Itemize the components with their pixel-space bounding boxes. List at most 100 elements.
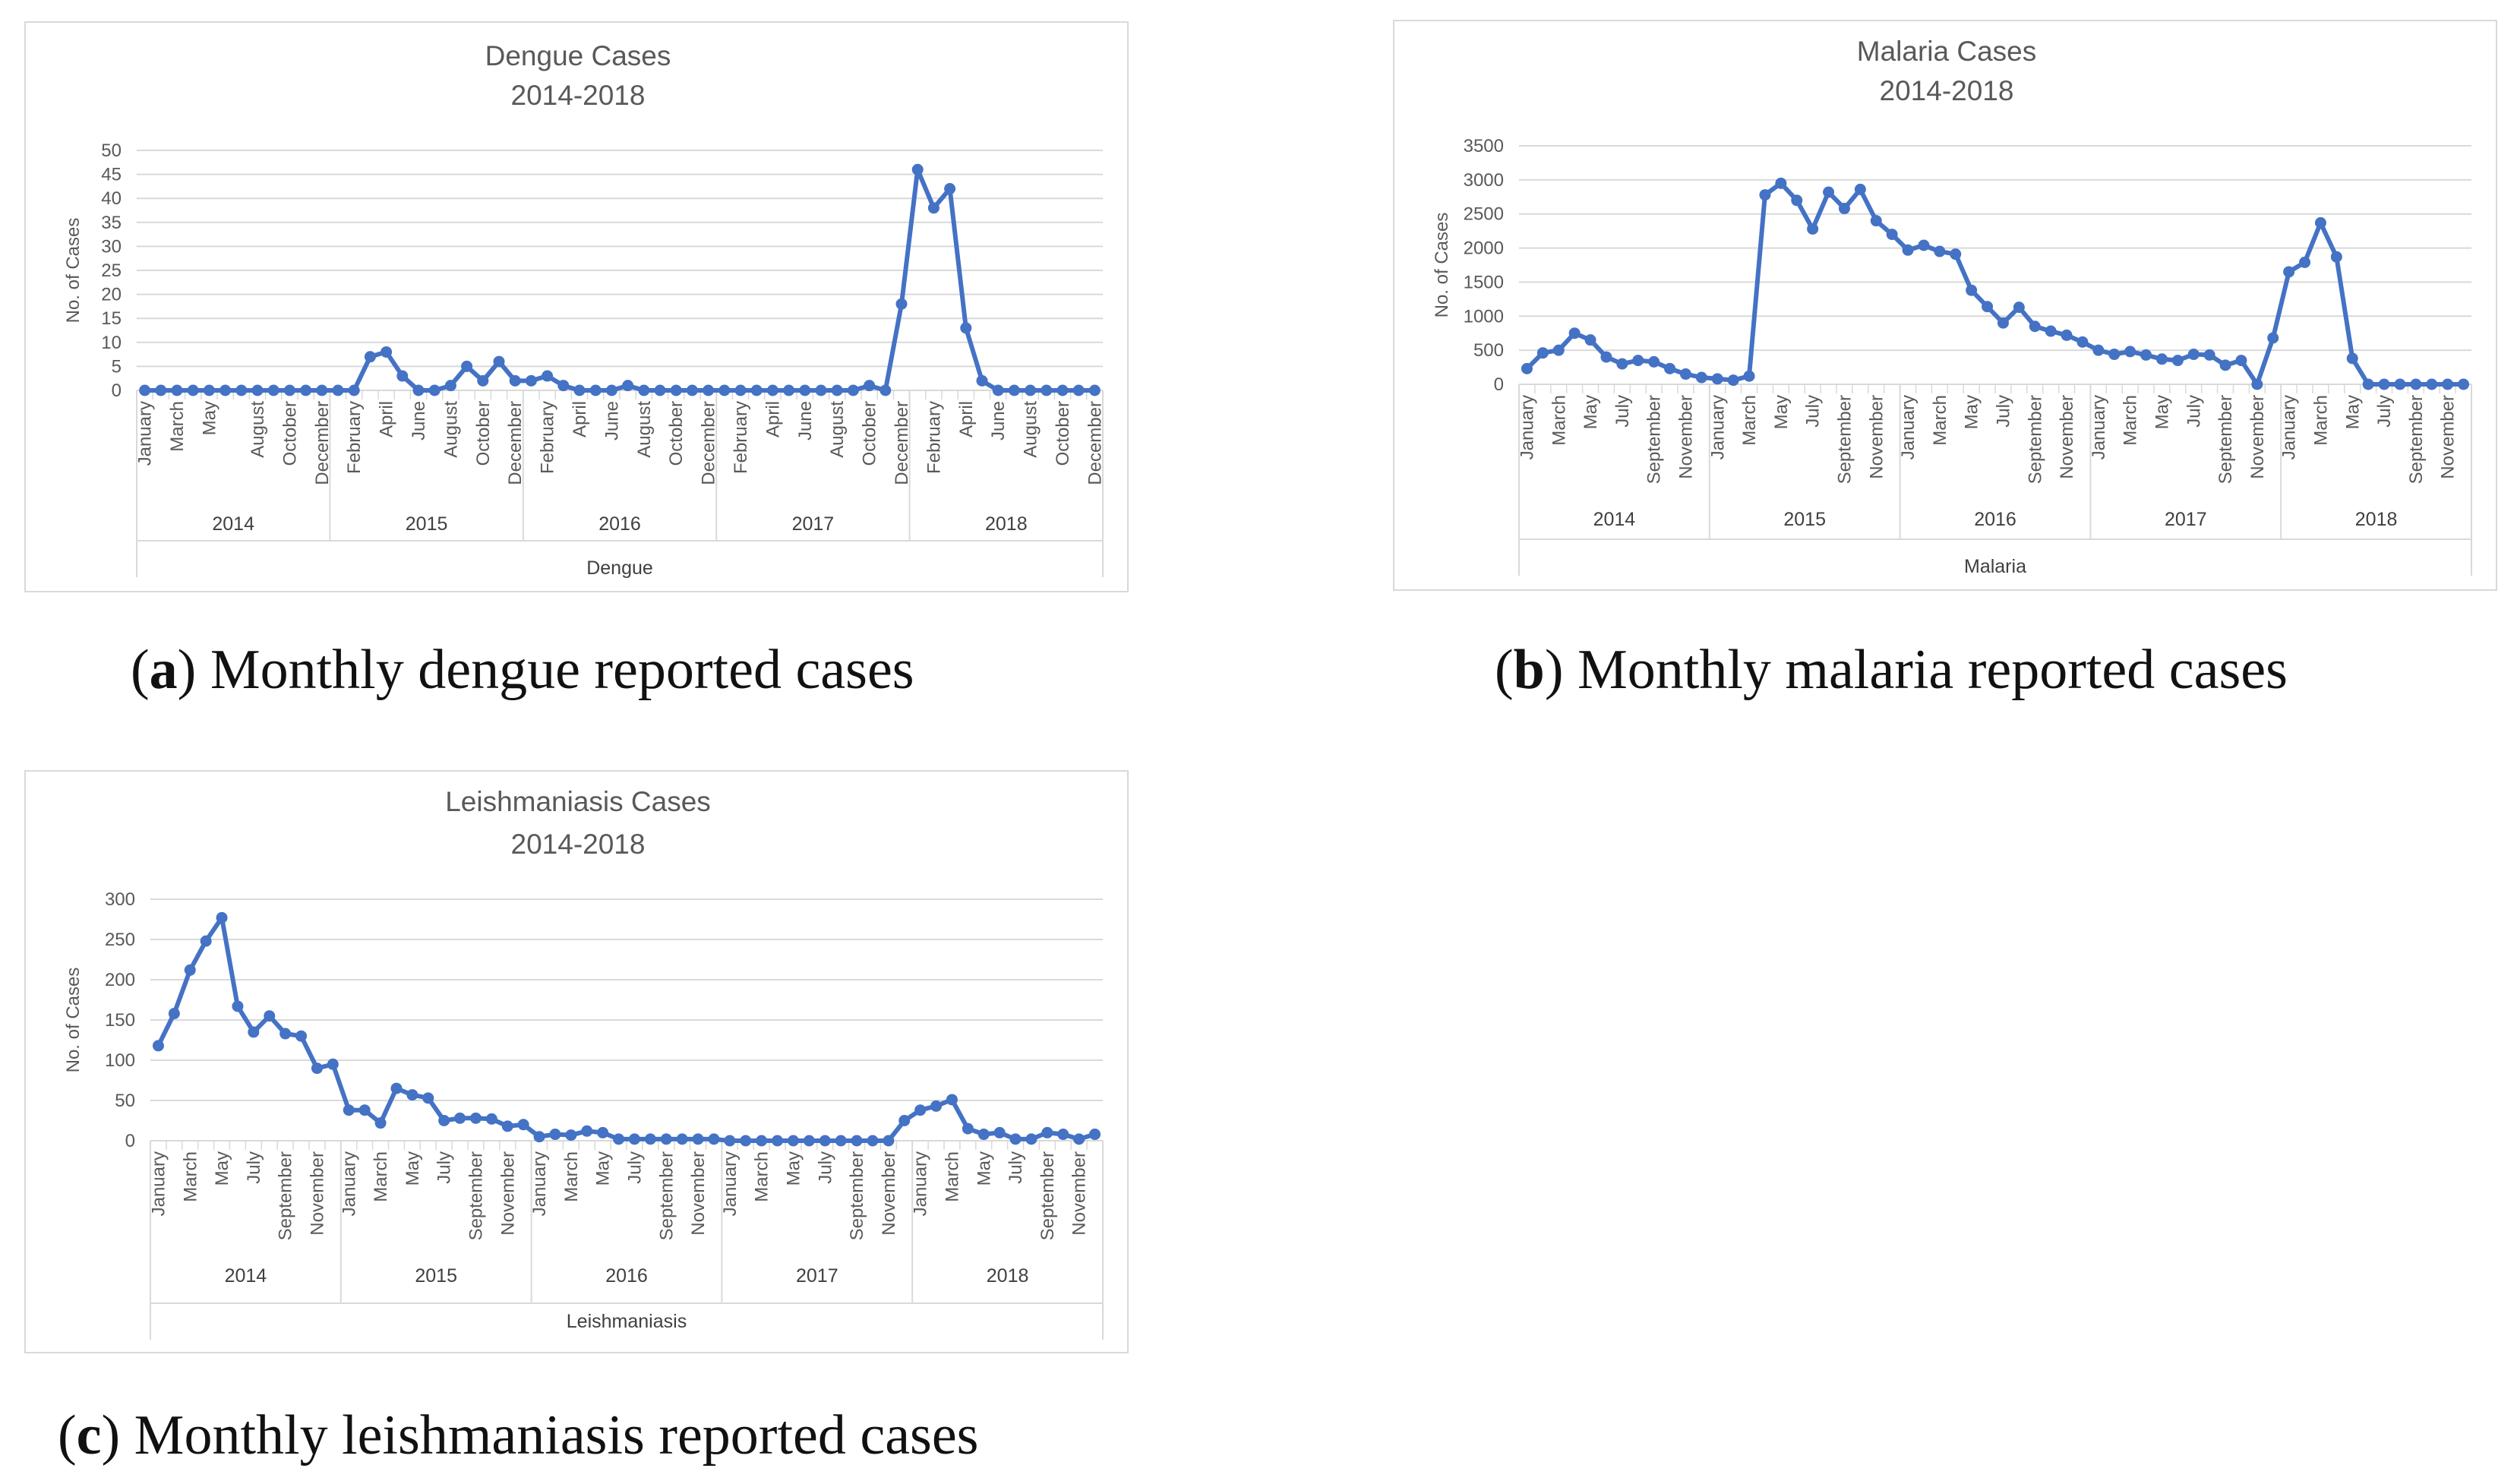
data-point [1982, 301, 1994, 313]
data-point [2187, 349, 2200, 361]
data-point [911, 163, 924, 175]
data-point [787, 1135, 799, 1147]
data-point [914, 1104, 927, 1116]
y-tick-label: 10 [101, 333, 122, 353]
x-tick-label: March [180, 1151, 201, 1202]
data-point [703, 384, 715, 396]
data-point [200, 935, 212, 947]
data-point [1521, 362, 1533, 374]
x-tick-label: November [497, 1151, 518, 1236]
x-tick-label: July [244, 1151, 264, 1184]
data-point [803, 1135, 815, 1147]
x-tick-label: March [371, 1151, 391, 1202]
data-point [783, 384, 795, 396]
x-tick-label: February [538, 401, 558, 474]
data-point [2140, 349, 2152, 361]
data-point [1057, 1129, 1069, 1141]
data-point [2203, 349, 2215, 361]
data-point [549, 1129, 561, 1141]
x-group-label: 2017 [792, 513, 835, 535]
data-point [557, 380, 570, 392]
data-point [895, 298, 908, 310]
y-tick-label: 250 [105, 930, 135, 950]
x-tick-label: September [1037, 1151, 1058, 1240]
data-point [469, 1112, 482, 1124]
data-point [477, 374, 489, 387]
data-point [493, 355, 505, 368]
data-point [750, 384, 763, 396]
data-point [2394, 378, 2406, 390]
data-point [628, 1133, 640, 1145]
y-tick-label: 50 [101, 141, 122, 161]
data-point [525, 374, 537, 387]
data-point [1775, 177, 1787, 189]
y-tick-label: 45 [101, 165, 122, 185]
data-point [1664, 362, 1676, 374]
x-group-label: 2015 [1783, 509, 1826, 530]
data-point [692, 1133, 704, 1145]
data-point [654, 384, 666, 396]
data-point [1727, 374, 1739, 387]
x-tick-label: June [988, 401, 1009, 440]
data-point [1584, 334, 1596, 346]
x-tick-label: December [312, 401, 333, 485]
y-tick-label: 100 [105, 1050, 135, 1071]
x-tick-label: July [434, 1151, 455, 1184]
y-tick-label: 1500 [1464, 272, 1504, 292]
chart-subtitle: 2014-2018 [511, 80, 646, 111]
x-group-label: 2014 [1593, 509, 1636, 530]
dengue-chart: Dengue Cases 2014-2018 0 5 10 15 20 25 30 35 40 45 5… [63, 40, 1105, 579]
chart-title: Malaria Cases [1857, 36, 2036, 67]
y-axis-label: No. of Cases [63, 218, 84, 324]
x-tick-label: May [1962, 395, 1982, 429]
data-point [581, 1125, 593, 1137]
x-group-label: 2014 [212, 513, 254, 535]
x-tick-label: August [248, 401, 268, 458]
data-point [708, 1133, 720, 1145]
x-tick-label: November [688, 1151, 709, 1236]
caption-text: Monthly dengue reported cases [196, 639, 914, 701]
x-tick-label: April [956, 401, 977, 437]
data-point [819, 1135, 831, 1147]
data-point [327, 1058, 339, 1070]
x-tick-label: July [624, 1151, 645, 1184]
data-point [219, 384, 232, 396]
y-tick-label: 0 [112, 380, 122, 401]
data-point [358, 1104, 371, 1116]
data-point [2013, 302, 2025, 314]
data-point [517, 1119, 529, 1131]
x-tick-label: May [2152, 395, 2172, 429]
x-tick-label: March [2310, 395, 2331, 446]
caption-letter: c [76, 1404, 102, 1467]
y-tick-label: 2000 [1464, 238, 1504, 259]
data-point [1072, 384, 1085, 396]
x-group-label: 2017 [2165, 509, 2207, 530]
data-point [295, 1030, 308, 1042]
data-point [2061, 329, 2073, 341]
y-tick-label: 0 [1494, 374, 1504, 395]
data-point [1854, 183, 1866, 195]
x-tick-label: May [199, 401, 219, 435]
data-point [2299, 256, 2311, 268]
y-axis-label: No. of Cases [1432, 213, 1452, 318]
x-tick-label: January [529, 1151, 550, 1216]
data-point [724, 1135, 736, 1147]
data-point [1886, 229, 1898, 241]
caption-text: Monthly malaria reported cases [1563, 639, 2288, 701]
caption-letter: b [1513, 639, 1545, 701]
x-tick-label: January [1707, 395, 1728, 459]
data-point [799, 384, 811, 396]
data-point [168, 1008, 180, 1020]
data-point [232, 1000, 244, 1012]
x-tick-label: July [1993, 395, 2013, 428]
data-point [1934, 245, 1946, 257]
data-point [1025, 384, 1037, 396]
data-point [332, 384, 344, 396]
x-tick-label: January [911, 1151, 931, 1216]
chart-title: Dengue Cases [485, 40, 671, 71]
data-point [734, 384, 747, 396]
data-point [1807, 223, 1819, 235]
caption-letter: a [149, 639, 178, 701]
data-point [977, 1129, 990, 1141]
data-point [1536, 347, 1549, 359]
